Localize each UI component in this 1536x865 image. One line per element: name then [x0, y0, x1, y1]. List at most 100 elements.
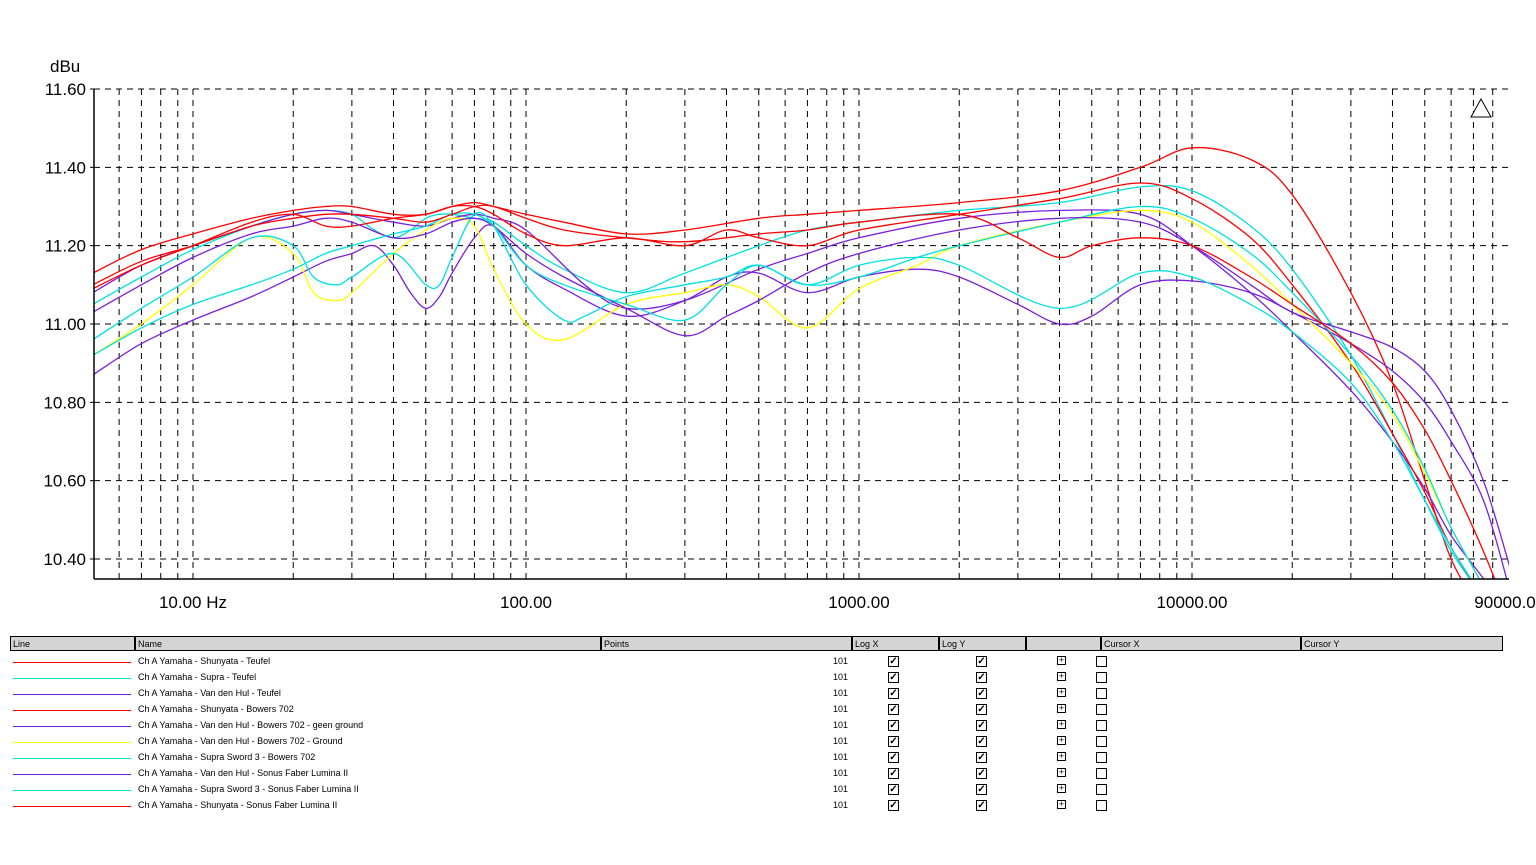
header-cursor-y[interactable]: Cursor Y — [1301, 636, 1503, 651]
points-count: 101 — [832, 704, 848, 714]
x-tick-label: 100.00 — [500, 593, 552, 612]
cursor-x-checkbox[interactable] — [1096, 720, 1107, 731]
log-x-checkbox[interactable] — [888, 736, 899, 747]
series-name: Ch A Yamaha - Shunyata - Teufel — [138, 656, 271, 666]
legend-row[interactable]: Ch A Yamaha - Shunyata - Teufel 101 + — [10, 653, 1503, 669]
points-count: 101 — [832, 736, 848, 746]
cursor-x-checkbox[interactable] — [1096, 768, 1107, 779]
series-line-1 — [94, 146, 1462, 579]
y-tick-labels: 10.40 10.60 10.80 11.00 11.20 11.40 11.60 — [43, 80, 94, 569]
y-tick-label: 10.40 — [43, 550, 86, 569]
line-swatch — [13, 694, 131, 695]
series-line-9 — [94, 212, 1472, 579]
legend-row[interactable]: Ch A Yamaha - Supra - Teufel 101 + — [10, 669, 1503, 685]
triangle-icon[interactable] — [1470, 97, 1492, 118]
log-y-checkbox[interactable] — [976, 800, 987, 811]
y-tick-label: 10.80 — [43, 393, 86, 412]
cursor-x-checkbox[interactable] — [1096, 672, 1107, 683]
series-name: Ch A Yamaha - Supra - Teufel — [138, 672, 257, 682]
cursor-x-checkbox[interactable] — [1096, 656, 1107, 667]
points-count: 101 — [832, 752, 848, 762]
log-y-checkbox[interactable] — [976, 704, 987, 715]
plus-box-icon[interactable]: + — [1057, 783, 1066, 793]
legend-row[interactable]: Ch A Yamaha - Van den Hul - Bowers 702 -… — [10, 733, 1503, 749]
series-line-10 — [94, 204, 1496, 579]
series-line-8 — [94, 217, 1509, 567]
header-cursor-x[interactable]: Cursor X — [1101, 636, 1301, 651]
plus-box-icon[interactable]: + — [1057, 799, 1066, 809]
log-x-checkbox[interactable] — [888, 720, 899, 731]
plus-box-icon[interactable]: + — [1057, 655, 1066, 665]
legend-row[interactable]: Ch A Yamaha - Shunyata - Sonus Faber Lum… — [10, 797, 1503, 813]
cursor-x-checkbox[interactable] — [1096, 752, 1107, 763]
plus-box-icon[interactable]: + — [1057, 751, 1066, 761]
log-y-checkbox[interactable] — [976, 784, 987, 795]
plus-box-icon[interactable]: + — [1057, 687, 1066, 697]
plus-box-icon[interactable]: + — [1057, 735, 1066, 745]
series-name: Ch A Yamaha - Supra Sword 3 - Sonus Fabe… — [138, 784, 359, 794]
header-log-y[interactable]: Log Y — [939, 636, 1026, 651]
series-line-5 — [94, 224, 1508, 579]
legend-row[interactable]: Ch A Yamaha - Van den Hul - Teufel 101 + — [10, 685, 1503, 701]
line-swatch — [13, 726, 131, 727]
log-x-checkbox[interactable] — [888, 672, 899, 683]
legend-header: Line Name Points Log X Log Y Cursor X Cu… — [10, 636, 1503, 653]
series-name: Ch A Yamaha - Van den Hul - Teufel — [138, 688, 281, 698]
line-swatch — [13, 806, 131, 807]
cursor-x-checkbox[interactable] — [1096, 688, 1107, 699]
plus-box-icon[interactable]: + — [1057, 703, 1066, 713]
points-count: 101 — [832, 768, 848, 778]
line-swatch — [13, 678, 131, 679]
cursor-x-checkbox[interactable] — [1096, 704, 1107, 715]
points-count: 101 — [832, 800, 848, 810]
log-x-checkbox[interactable] — [888, 784, 899, 795]
log-x-checkbox[interactable] — [888, 656, 899, 667]
legend-row[interactable]: Ch A Yamaha - Shunyata - Bowers 702 101 + — [10, 701, 1503, 717]
cursor-x-checkbox[interactable] — [1096, 784, 1107, 795]
log-x-checkbox[interactable] — [888, 688, 899, 699]
line-swatch — [13, 758, 131, 759]
legend-row[interactable]: Ch A Yamaha - Supra Sword 3 - Sonus Fabe… — [10, 781, 1503, 797]
x-tick-labels: 10.00 Hz 100.00 1000.00 10000.00 90000.00 — [159, 593, 1536, 612]
legend-row[interactable]: Ch A Yamaha - Supra Sword 3 - Bowers 702… — [10, 749, 1503, 765]
log-x-checkbox[interactable] — [888, 704, 899, 715]
cursor-x-checkbox[interactable] — [1096, 800, 1107, 811]
log-y-checkbox[interactable] — [976, 720, 987, 731]
y-unit-label: dBu — [50, 57, 80, 76]
plus-box-icon[interactable]: + — [1057, 767, 1066, 777]
series-name: Ch A Yamaha - Van den Hul - Sonus Faber … — [138, 768, 349, 778]
y-tick-label: 11.00 — [45, 315, 86, 334]
cursor-x-checkbox[interactable] — [1096, 736, 1107, 747]
header-line[interactable]: Line — [10, 636, 135, 651]
log-y-checkbox[interactable] — [976, 736, 987, 747]
log-y-checkbox[interactable] — [976, 672, 987, 683]
header-points[interactable]: Points — [601, 636, 852, 651]
points-count: 101 — [832, 720, 848, 730]
points-count: 101 — [832, 672, 848, 682]
legend-row[interactable]: Ch A Yamaha - Van den Hul - Sonus Faber … — [10, 765, 1503, 781]
y-tick-label: 11.20 — [45, 237, 86, 256]
y-tick-label: 11.40 — [45, 158, 86, 177]
header-name[interactable]: Name — [135, 636, 601, 651]
log-y-checkbox[interactable] — [976, 768, 987, 779]
plus-box-icon[interactable]: + — [1057, 719, 1066, 729]
plus-box-icon[interactable]: + — [1057, 671, 1066, 681]
points-count: 101 — [832, 784, 848, 794]
header-blank[interactable] — [1026, 636, 1101, 651]
grid-lines — [94, 88, 1509, 579]
legend-row[interactable]: Ch A Yamaha - Van den Hul - Bowers 702 -… — [10, 717, 1503, 733]
series-name: Ch A Yamaha - Shunyata - Bowers 702 — [138, 704, 294, 714]
y-tick-label: 11.60 — [45, 80, 86, 99]
log-x-checkbox[interactable] — [888, 768, 899, 779]
log-x-checkbox[interactable] — [888, 752, 899, 763]
log-y-checkbox[interactable] — [976, 688, 987, 699]
series-line-7 — [94, 205, 1481, 579]
x-tick-label: 10000.00 — [1157, 593, 1228, 612]
log-x-checkbox[interactable] — [888, 800, 899, 811]
log-y-checkbox[interactable] — [976, 656, 987, 667]
log-y-checkbox[interactable] — [976, 752, 987, 763]
header-log-x[interactable]: Log X — [852, 636, 939, 651]
series-name: Ch A Yamaha - Van den Hul - Bowers 702 -… — [138, 736, 343, 746]
series-lines — [94, 146, 1509, 579]
